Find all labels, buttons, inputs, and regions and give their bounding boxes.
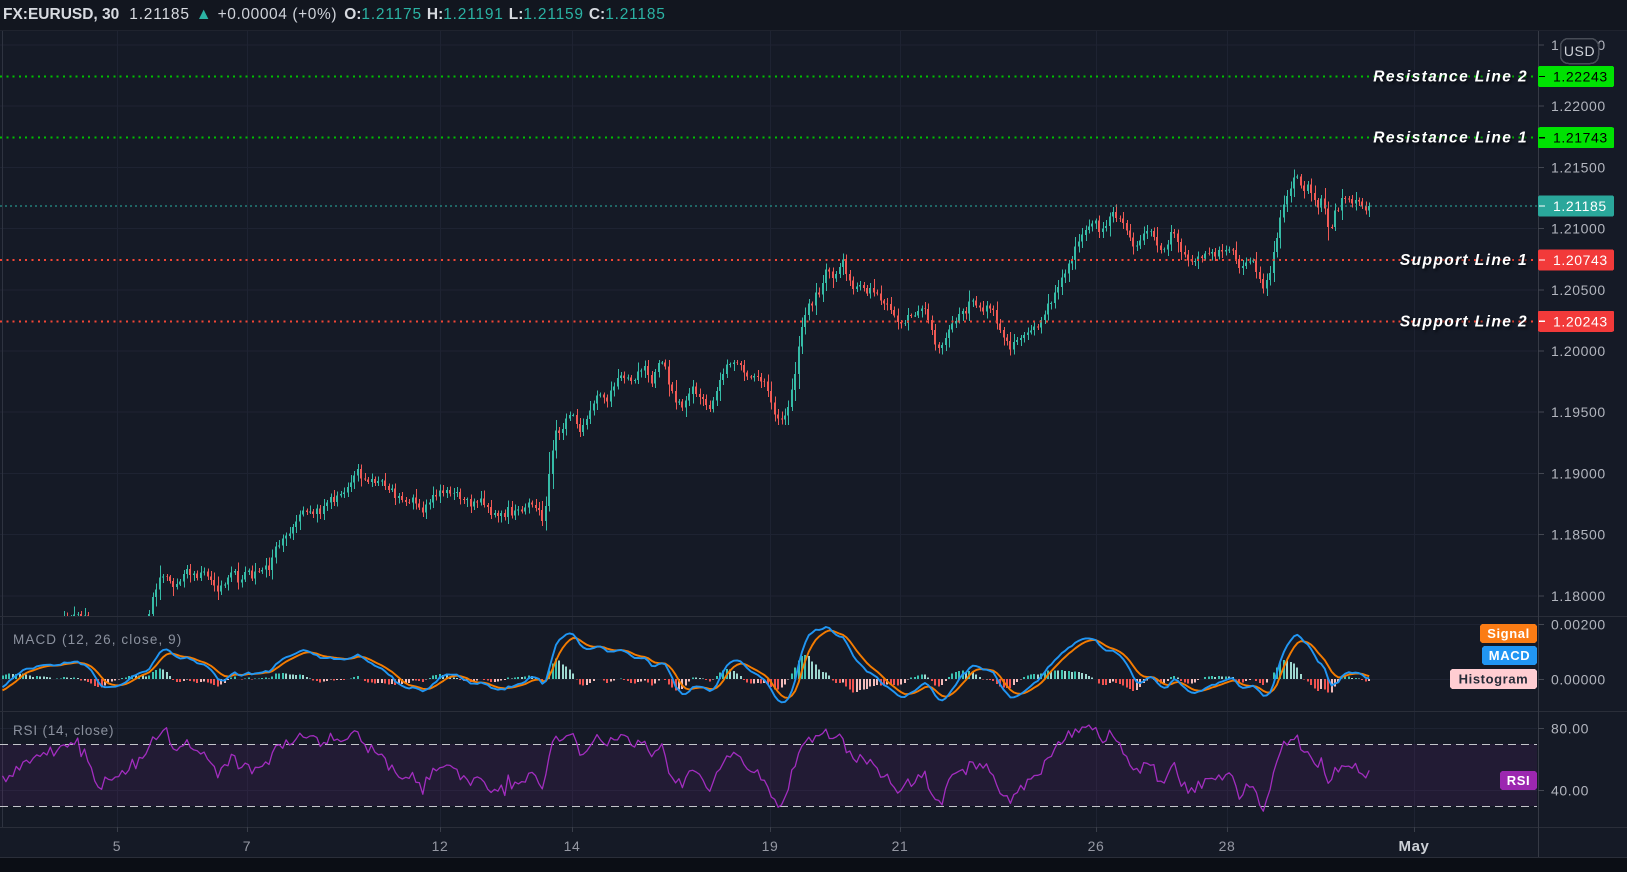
svg-text:1.18500: 1.18500 [1551,527,1606,543]
svg-text:1.22243: 1.22243 [1553,69,1608,85]
svg-text:28: 28 [1219,838,1236,854]
svg-text:0.00000: 0.00000 [1551,672,1606,688]
svg-text:80.00: 80.00 [1551,721,1589,737]
svg-text:MACD (12, 26, close, 9): MACD (12, 26, close, 9) [13,632,182,647]
svg-text:1.20500: 1.20500 [1551,282,1606,298]
svg-text:0.00200: 0.00200 [1551,617,1606,633]
svg-text:RSI (14, close): RSI (14, close) [13,723,114,738]
svg-text:5: 5 [113,838,121,854]
svg-text:7: 7 [243,838,251,854]
svg-text:May: May [1399,838,1430,855]
svg-text:Resistance Line 2: Resistance Line 2 [1373,69,1528,86]
svg-text:1.19500: 1.19500 [1551,404,1606,420]
svg-text:40.00: 40.00 [1551,783,1589,799]
svg-text:Histogram: Histogram [1459,672,1529,687]
svg-text:USD: USD [1564,43,1595,59]
svg-text:1.21743: 1.21743 [1553,130,1608,146]
svg-text:RSI: RSI [1507,773,1530,788]
svg-text:26: 26 [1088,838,1105,854]
svg-text:1.20243: 1.20243 [1553,313,1608,329]
svg-text:Support Line 1: Support Line 1 [1400,252,1528,269]
svg-text:1.21000: 1.21000 [1551,221,1606,237]
svg-text:1.21185: 1.21185 [1553,198,1607,214]
svg-text:21: 21 [892,838,909,854]
svg-text:12: 12 [432,838,449,854]
svg-text:1.21500: 1.21500 [1551,159,1606,175]
svg-text:Signal: Signal [1487,626,1530,641]
svg-text:1.19000: 1.19000 [1551,465,1606,481]
svg-text:Support Line 2: Support Line 2 [1400,313,1528,330]
svg-text:MACD: MACD [1489,648,1530,663]
svg-text:1.18000: 1.18000 [1551,588,1606,604]
svg-text:Resistance Line 1: Resistance Line 1 [1373,130,1528,147]
svg-text:14: 14 [564,838,581,854]
svg-text:1.20743: 1.20743 [1553,252,1608,268]
svg-text:1.20000: 1.20000 [1551,343,1606,359]
svg-text:19: 19 [762,838,779,854]
svg-text:1.22000: 1.22000 [1551,98,1606,114]
